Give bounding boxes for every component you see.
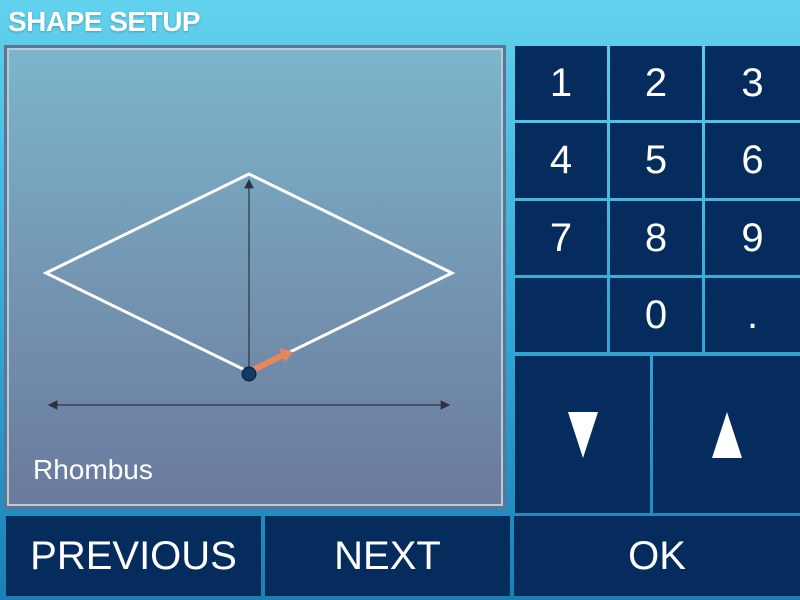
key-7[interactable]: 7 xyxy=(515,201,607,275)
anchor-point-handle[interactable] xyxy=(241,366,257,382)
triangle-down-icon xyxy=(567,411,598,458)
page-title: SHAPE SETUP xyxy=(8,6,201,37)
rhombus-outline xyxy=(42,172,456,374)
next-button[interactable]: NEXT xyxy=(265,516,510,596)
key-blank xyxy=(515,278,607,352)
shape-drawing xyxy=(42,172,456,410)
key-0[interactable]: 0 xyxy=(610,278,702,352)
key-1[interactable]: 1 xyxy=(515,46,607,120)
key-6[interactable]: 6 xyxy=(705,123,800,198)
previous-button[interactable]: PREVIOUS xyxy=(6,516,261,596)
key-4[interactable]: 4 xyxy=(515,123,607,198)
shape-name-label: Rhombus xyxy=(33,454,153,485)
key-5[interactable]: 5 xyxy=(610,123,702,198)
orientation-arrow-icon[interactable] xyxy=(250,348,293,373)
increment-button[interactable] xyxy=(653,356,800,513)
key-8[interactable]: 8 xyxy=(610,201,702,275)
key-2[interactable]: 2 xyxy=(610,46,702,120)
key-3[interactable]: 3 xyxy=(705,46,800,120)
ok-button[interactable]: OK xyxy=(514,516,800,596)
shape-canvas[interactable]: Rhombus xyxy=(4,45,506,509)
triangle-up-icon xyxy=(711,411,742,458)
key-decimal[interactable]: . xyxy=(705,278,800,352)
key-9[interactable]: 9 xyxy=(705,201,800,275)
decrement-button[interactable] xyxy=(515,356,650,513)
